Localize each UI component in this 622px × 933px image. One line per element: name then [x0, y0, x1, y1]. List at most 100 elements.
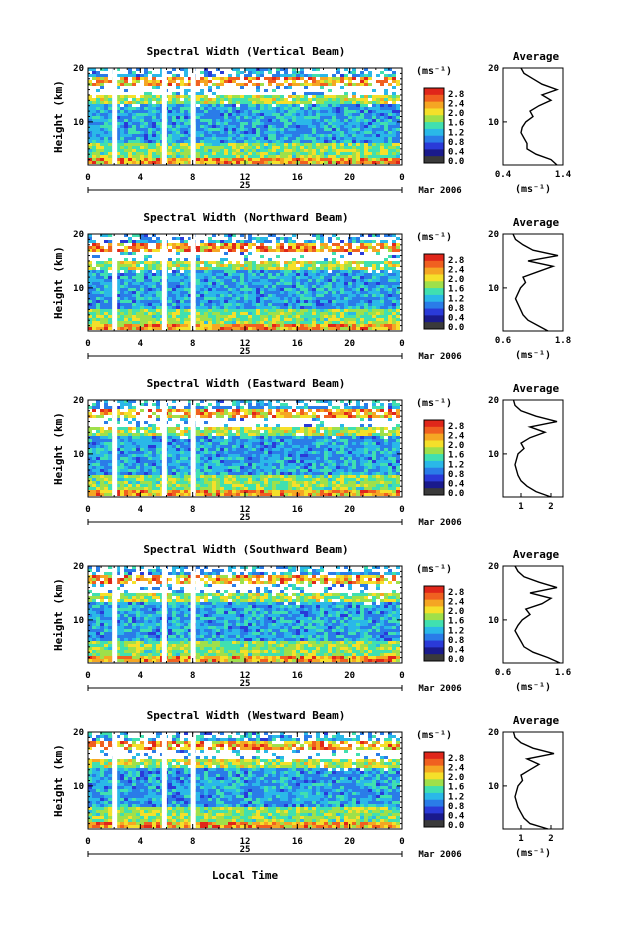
colorbar-swatch	[424, 647, 444, 654]
x-tick-label: 4	[138, 173, 144, 183]
profile-y-tick-label: 10	[488, 118, 499, 128]
data-gap	[191, 732, 196, 829]
profile-x-axis-label: (ms⁻¹)	[515, 682, 551, 693]
profile-y-tick-label: 10	[488, 284, 499, 294]
colorbar-swatch	[424, 268, 444, 275]
colorbar-swatch	[424, 322, 444, 329]
colorbar-swatch	[424, 129, 444, 136]
profile-x-axis-label: (ms⁻¹)	[515, 184, 551, 195]
colorbar-swatch	[424, 149, 444, 156]
panel-4: Spectral Width (Westward Beam)2010Height…	[52, 709, 563, 860]
colorbar-tick-label: 1.6	[448, 617, 464, 627]
profile-x-tick-label: 0.6	[495, 336, 511, 346]
colorbar-tick-label: 0.8	[448, 304, 464, 314]
colorbar-swatch	[424, 315, 444, 322]
panel-title: Spectral Width (Eastward Beam)	[147, 377, 346, 390]
data-gap	[191, 234, 196, 331]
data-gap	[162, 68, 167, 165]
data-gap	[112, 234, 117, 331]
colorbar-tick-label: 1.2	[448, 626, 464, 636]
colorbar-tick-label: 0.0	[448, 157, 464, 167]
x-tick-label: 16	[292, 671, 303, 681]
day-label: 25	[240, 513, 251, 523]
day-label: 25	[240, 181, 251, 191]
colorbar-unit-label: (ms⁻¹)	[416, 398, 452, 409]
x-tick-label: 0	[399, 339, 404, 349]
y-tick-label: 10	[73, 616, 84, 626]
profile-title: Average	[513, 714, 560, 727]
colorbar-swatch	[424, 274, 444, 281]
profile-x-tick-label: 0.6	[495, 668, 511, 678]
x-tick-label: 8	[190, 671, 195, 681]
colorbar-swatch	[424, 613, 444, 620]
colorbar-swatch	[424, 813, 444, 820]
date-label: Mar 2006	[418, 850, 461, 860]
panel-title: Spectral Width (Vertical Beam)	[147, 45, 346, 58]
x-tick-label: 0	[85, 671, 90, 681]
colorbar-swatch	[424, 102, 444, 109]
colorbar-swatch	[424, 820, 444, 827]
panel-title: Spectral Width (Westward Beam)	[147, 709, 346, 722]
colorbar-tick-label: 1.6	[448, 119, 464, 129]
colorbar-swatch	[424, 620, 444, 627]
x-tick-label: 16	[292, 505, 303, 515]
y-axis-label: Height (km)	[52, 744, 65, 817]
data-gap	[162, 234, 167, 331]
colorbar-swatch	[424, 136, 444, 143]
profile-x-tick-label: 1.6	[555, 668, 571, 678]
profile-y-tick-label: 20	[488, 396, 499, 406]
colorbar-swatch	[424, 108, 444, 115]
colorbar-tick-label: 0.0	[448, 323, 464, 333]
colorbar-tick-label: 1.6	[448, 285, 464, 295]
colorbar-swatch	[424, 800, 444, 807]
colorbar-tick-label: 0.0	[448, 489, 464, 499]
y-axis-label: Height (km)	[52, 80, 65, 153]
profile-frame	[503, 234, 563, 331]
colorbar-tick-label: 2.8	[448, 256, 464, 266]
x-tick-label: 4	[138, 339, 144, 349]
x-tick-label: 20	[344, 505, 355, 515]
colorbar-tick-label: 2.0	[448, 441, 464, 451]
data-gap	[191, 68, 196, 165]
profile-line	[521, 68, 557, 165]
x-tick-label: 16	[292, 837, 303, 847]
colorbar-swatch	[424, 281, 444, 288]
colorbar-unit-label: (ms⁻¹)	[416, 564, 452, 575]
profile-x-tick-label: 2	[548, 834, 553, 844]
data-gap	[162, 732, 167, 829]
colorbar-swatch	[424, 288, 444, 295]
colorbar-swatch	[424, 302, 444, 309]
profile-title: Average	[513, 548, 560, 561]
colorbar-tick-label: 0.8	[448, 802, 464, 812]
colorbar-unit-label: (ms⁻¹)	[416, 730, 452, 741]
y-tick-label: 10	[73, 450, 84, 460]
colorbar-swatch	[424, 95, 444, 102]
colorbar-swatch	[424, 593, 444, 600]
colorbar-tick-label: 2.4	[448, 764, 465, 774]
colorbar-tick-label: 1.2	[448, 792, 464, 802]
colorbar-swatch	[424, 606, 444, 613]
data-gap	[112, 68, 117, 165]
x-tick-label: 8	[190, 505, 195, 515]
profile-x-tick-label: 0.4	[495, 170, 512, 180]
heatmap	[88, 400, 400, 497]
profile-y-tick-label: 10	[488, 782, 499, 792]
x-tick-label: 0	[85, 505, 90, 515]
y-axis-label: Height (km)	[52, 412, 65, 485]
colorbar-tick-label: 2.0	[448, 607, 464, 617]
colorbar-swatch	[424, 654, 444, 661]
colorbar-swatch	[424, 481, 444, 488]
profile-title: Average	[513, 216, 560, 229]
x-tick-label: 4	[138, 837, 144, 847]
colorbar-swatch	[424, 772, 444, 779]
data-gap	[162, 400, 167, 497]
colorbar-tick-label: 2.0	[448, 773, 464, 783]
profile-x-axis-label: (ms⁻¹)	[515, 848, 551, 859]
colorbar-tick-label: 0.4	[448, 479, 465, 489]
heatmap	[88, 566, 400, 663]
profile-line	[515, 566, 560, 663]
y-tick-label: 10	[73, 118, 84, 128]
